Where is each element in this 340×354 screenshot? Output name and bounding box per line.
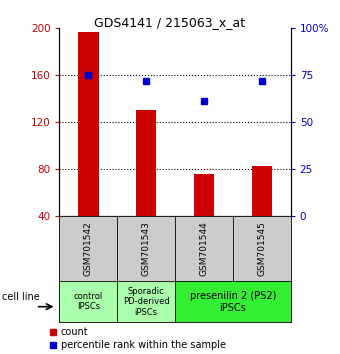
Text: GSM701542: GSM701542	[84, 221, 93, 276]
Bar	[78, 32, 99, 216]
Bar	[194, 174, 214, 216]
Text: presenilin 2 (PS2)
iPSCs: presenilin 2 (PS2) iPSCs	[190, 291, 276, 313]
Text: GSM701544: GSM701544	[200, 221, 208, 276]
Text: GSM701545: GSM701545	[257, 221, 266, 276]
Bar	[136, 110, 156, 216]
Text: cell line: cell line	[2, 292, 40, 302]
Bar	[252, 166, 272, 216]
Text: GDS4141 / 215063_x_at: GDS4141 / 215063_x_at	[95, 16, 245, 29]
Text: control
IPSCs: control IPSCs	[74, 292, 103, 312]
Legend: count, percentile rank within the sample: count, percentile rank within the sample	[49, 327, 226, 350]
Text: Sporadic
PD-derived
iPSCs: Sporadic PD-derived iPSCs	[123, 287, 170, 317]
Text: GSM701543: GSM701543	[142, 221, 151, 276]
